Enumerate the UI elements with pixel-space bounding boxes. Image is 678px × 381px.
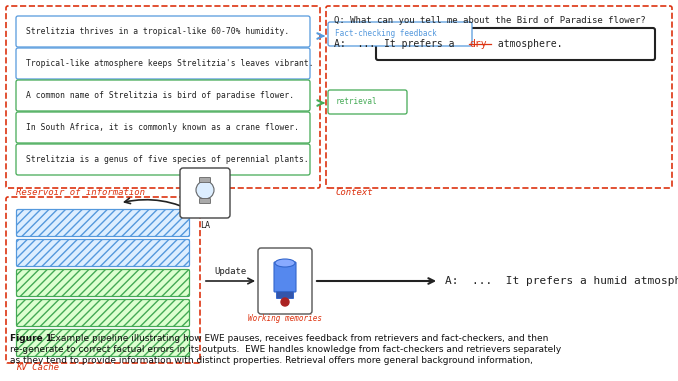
Text: It prefers a: It prefers a	[384, 39, 460, 49]
Text: Context: Context	[336, 188, 374, 197]
FancyBboxPatch shape	[16, 330, 189, 357]
Text: Strelitzia thrives in a tropical-like 60-70% humidity.: Strelitzia thrives in a tropical-like 60…	[26, 27, 290, 36]
FancyBboxPatch shape	[16, 144, 310, 175]
FancyBboxPatch shape	[16, 80, 310, 111]
Text: Figure 1: Figure 1	[10, 334, 52, 343]
FancyBboxPatch shape	[16, 16, 310, 47]
FancyBboxPatch shape	[6, 197, 200, 363]
Text: Strelitzia is a genus of five species of perennial plants.: Strelitzia is a genus of five species of…	[26, 155, 308, 164]
Text: dry: dry	[469, 39, 487, 49]
Text: A:  ...  It prefers a humid atmosphere.: A: ... It prefers a humid atmosphere.	[445, 276, 678, 286]
FancyBboxPatch shape	[16, 48, 310, 79]
Text: atmosphere.: atmosphere.	[492, 39, 563, 49]
Ellipse shape	[275, 259, 295, 267]
Text: A:  ...: A: ...	[334, 39, 375, 49]
Text: Q: What can you tell me about the Bird of Paradise flower?: Q: What can you tell me about the Bird o…	[334, 16, 645, 25]
Text: LA: LA	[200, 221, 210, 230]
FancyBboxPatch shape	[16, 240, 189, 266]
Text: Working memories: Working memories	[248, 314, 322, 323]
Text: Update: Update	[214, 267, 247, 276]
Text: Reservoir of information: Reservoir of information	[16, 188, 145, 197]
Circle shape	[196, 181, 214, 199]
Text: Example pipeline illustrating how EWE pauses, receives feedback from retrievers : Example pipeline illustrating how EWE pa…	[47, 334, 549, 343]
FancyBboxPatch shape	[6, 6, 320, 188]
FancyBboxPatch shape	[16, 299, 189, 327]
FancyBboxPatch shape	[376, 28, 655, 60]
Text: Fact-checking feedback: Fact-checking feedback	[335, 29, 437, 38]
Text: Tropical-like atmosphere keeps Strelitzia's leaves vibrant.: Tropical-like atmosphere keeps Strelitzi…	[26, 59, 314, 68]
FancyBboxPatch shape	[274, 262, 296, 292]
FancyBboxPatch shape	[16, 210, 189, 237]
FancyBboxPatch shape	[199, 178, 210, 182]
FancyBboxPatch shape	[199, 199, 210, 203]
FancyBboxPatch shape	[258, 248, 312, 314]
Circle shape	[281, 298, 289, 306]
FancyBboxPatch shape	[326, 6, 672, 188]
Text: KV Cache: KV Cache	[16, 363, 59, 372]
FancyBboxPatch shape	[328, 90, 407, 114]
FancyBboxPatch shape	[328, 22, 472, 46]
Text: In South Africa, it is commonly known as a crane flower.: In South Africa, it is commonly known as…	[26, 123, 299, 132]
Text: re-generate to correct factual errors in its outputs.  EWE handles knowledge fro: re-generate to correct factual errors in…	[10, 345, 561, 354]
Text: retrieval: retrieval	[336, 98, 378, 107]
FancyBboxPatch shape	[16, 112, 310, 143]
FancyBboxPatch shape	[180, 168, 230, 218]
Text: as they tend to provide information with distinct properties. Retrieval offers m: as they tend to provide information with…	[10, 356, 533, 365]
FancyBboxPatch shape	[277, 291, 294, 298]
Text: A common name of Strelitzia is bird of paradise flower.: A common name of Strelitzia is bird of p…	[26, 91, 294, 100]
FancyBboxPatch shape	[16, 269, 189, 296]
